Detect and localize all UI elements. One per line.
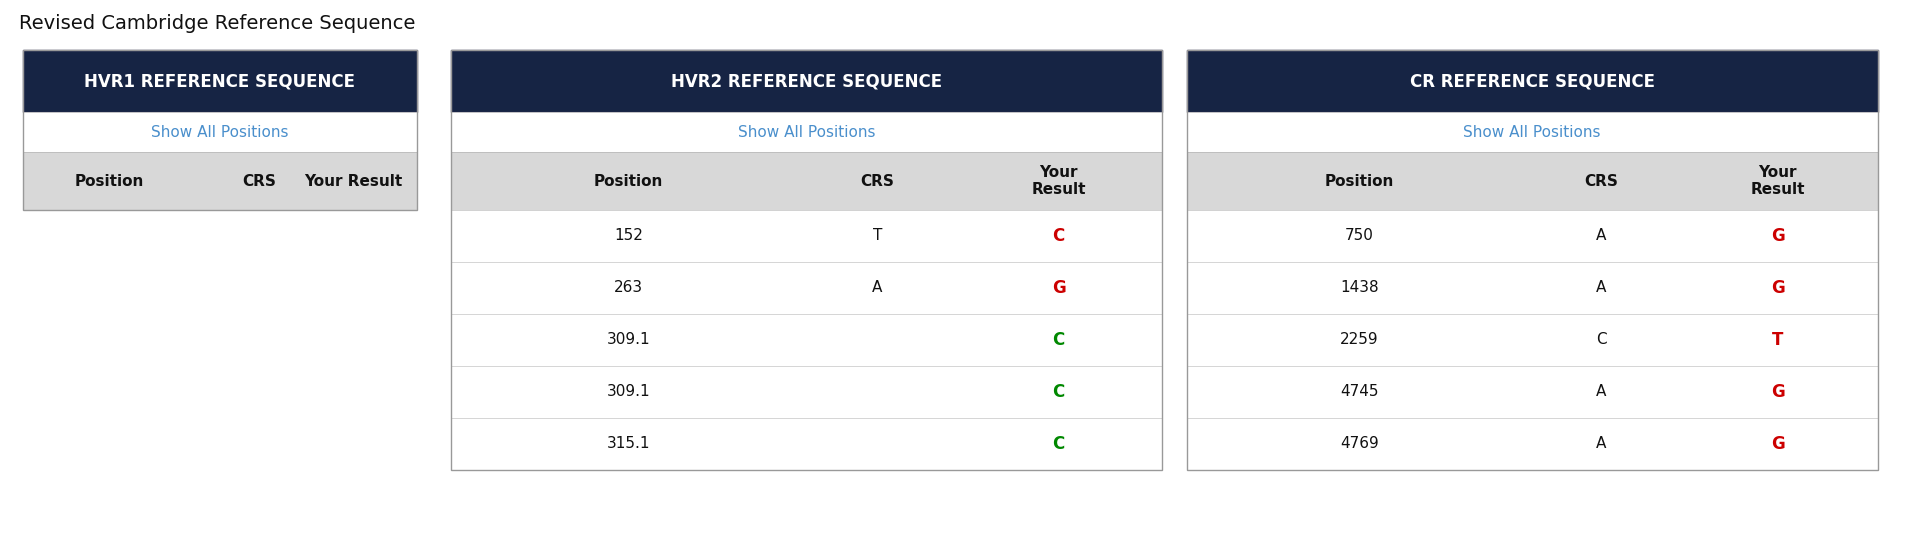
Text: CRS: CRS <box>1584 173 1619 188</box>
Text: C: C <box>1052 227 1066 245</box>
Bar <box>1187 418 1878 470</box>
Text: 315.1: 315.1 <box>607 437 651 452</box>
Text: 1438: 1438 <box>1340 281 1379 296</box>
Text: A: A <box>1596 384 1607 399</box>
Text: Your Result: Your Result <box>305 173 403 188</box>
Text: HVR2 REFERENCE SEQUENCE: HVR2 REFERENCE SEQUENCE <box>670 72 943 90</box>
Bar <box>1187 210 1878 262</box>
Text: C: C <box>1052 331 1066 349</box>
Text: G: G <box>1052 279 1066 297</box>
Text: 152: 152 <box>614 228 643 243</box>
Bar <box>1187 50 1878 470</box>
Text: T: T <box>874 228 881 243</box>
Text: 309.1: 309.1 <box>607 384 651 399</box>
Bar <box>23 50 417 210</box>
Text: C: C <box>1052 383 1066 401</box>
Bar <box>451 418 1162 470</box>
Text: C: C <box>1052 435 1066 453</box>
Bar <box>451 112 1162 152</box>
Text: Your
Result: Your Result <box>1751 165 1805 197</box>
Text: C: C <box>1596 333 1607 348</box>
Text: A: A <box>1596 437 1607 452</box>
Text: Your
Result: Your Result <box>1031 165 1087 197</box>
Bar <box>1187 314 1878 366</box>
Text: CRS: CRS <box>860 173 895 188</box>
Text: A: A <box>1596 281 1607 296</box>
Bar <box>1187 152 1878 210</box>
Text: Show All Positions: Show All Positions <box>152 125 288 139</box>
Bar <box>23 112 417 152</box>
Text: 309.1: 309.1 <box>607 333 651 348</box>
Bar <box>451 50 1162 112</box>
Text: Position: Position <box>75 173 144 188</box>
Text: 263: 263 <box>614 281 643 296</box>
Text: HVR1 REFERENCE SEQUENCE: HVR1 REFERENCE SEQUENCE <box>84 72 355 90</box>
Bar <box>1187 262 1878 314</box>
Text: 4769: 4769 <box>1340 437 1379 452</box>
Bar <box>451 152 1162 210</box>
Text: G: G <box>1770 227 1784 245</box>
Bar <box>23 50 417 112</box>
Text: 2259: 2259 <box>1340 333 1379 348</box>
Text: G: G <box>1770 435 1784 453</box>
Text: G: G <box>1770 383 1784 401</box>
Bar <box>1187 112 1878 152</box>
Text: T: T <box>1772 331 1784 349</box>
Bar <box>23 152 417 210</box>
Text: Position: Position <box>1325 173 1394 188</box>
Text: Show All Positions: Show All Positions <box>1463 125 1601 139</box>
Bar <box>451 50 1162 470</box>
Bar <box>1187 50 1878 112</box>
Text: Position: Position <box>593 173 664 188</box>
Text: G: G <box>1770 279 1784 297</box>
Text: 750: 750 <box>1344 228 1375 243</box>
Text: Revised Cambridge Reference Sequence: Revised Cambridge Reference Sequence <box>19 14 415 33</box>
Text: CR REFERENCE SEQUENCE: CR REFERENCE SEQUENCE <box>1409 72 1655 90</box>
Text: A: A <box>1596 228 1607 243</box>
Text: Show All Positions: Show All Positions <box>737 125 876 139</box>
Text: 4745: 4745 <box>1340 384 1379 399</box>
Bar <box>451 366 1162 418</box>
Bar <box>451 262 1162 314</box>
Bar <box>1187 366 1878 418</box>
Bar <box>451 314 1162 366</box>
Bar <box>451 210 1162 262</box>
Text: A: A <box>872 281 883 296</box>
Text: CRS: CRS <box>242 173 276 188</box>
